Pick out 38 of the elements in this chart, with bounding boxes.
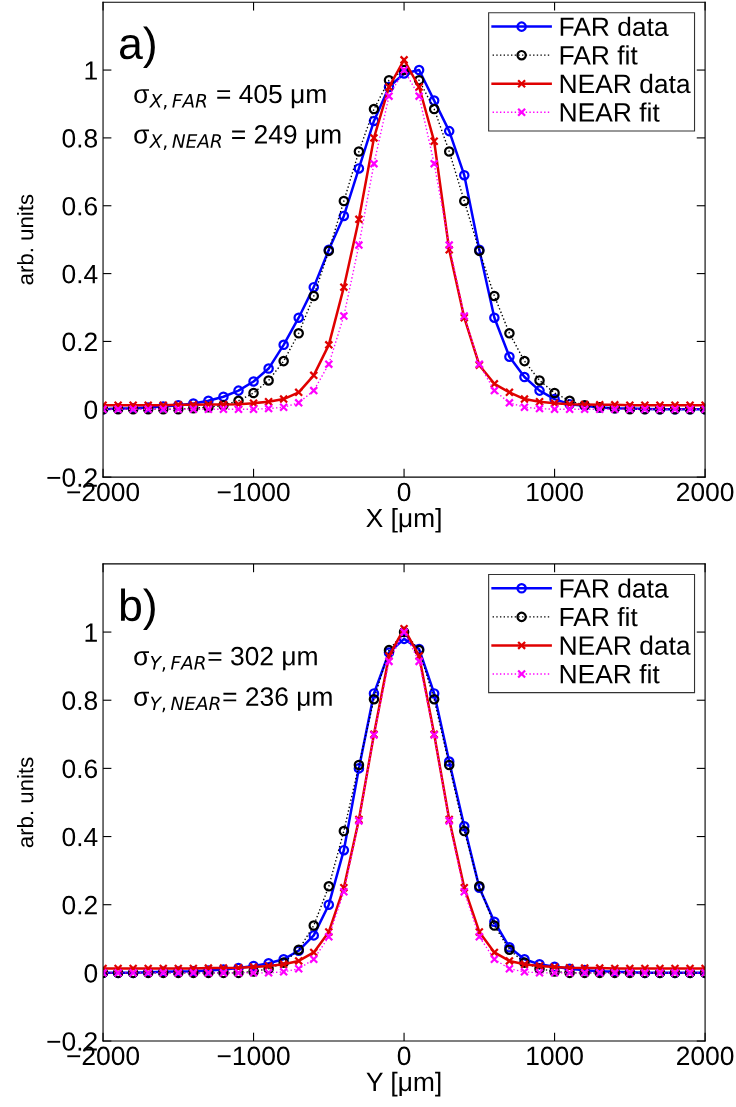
y-tick-label: 0.6 [62,196,98,216]
x-axis-title: Y [μm] [366,1071,441,1097]
y-tick-label: 0.8 [62,691,98,711]
y-tick-label: 0.6 [62,759,98,779]
legend-label: FAR fit [560,606,638,627]
x-tick-label: 2000 [677,1046,734,1066]
y-axis-title: arb. units [17,757,34,848]
x-tick-label: 1000 [527,1046,583,1066]
legend-label: NEAR fit [560,664,660,684]
annotation: σ$_{Y,FAR}$= 302 μm [134,646,317,672]
x-tick-label: −1000 [217,1046,290,1066]
annotation: b) [120,588,155,630]
y-tick-label: 0.2 [62,332,97,352]
legend-label: NEAR data [560,635,691,655]
annotation: σ$_{X,NEAR}$ = 249 μm [134,125,341,150]
x-tick-label: 0 [397,482,411,502]
x-axis-title: X [μm] [366,507,441,533]
y-axis-title: arb. units [17,194,34,285]
x-tick-label: 2000 [677,482,734,502]
y-tick-label: 0.4 [62,264,98,284]
y-tick-label: 0 [84,400,98,420]
legend-label: FAR data [560,578,669,598]
annotation: σ$_{Y,NEAR}$= 236 μm [134,687,332,713]
x-tick-label: 1000 [527,482,583,502]
y-tick-label: 1 [85,623,97,642]
y-tick-label: 0.4 [62,827,98,847]
x-tick-label: −1000 [217,482,290,502]
y-tick-label: 0 [84,964,98,983]
legend-label: NEAR data [560,73,691,94]
annotation: a) [119,26,155,69]
y-tick-label: 0.2 [62,895,97,915]
legend-label: NEAR fit [560,102,660,122]
legend-label: FAR fit [560,45,638,65]
legend-label: FAR data [560,16,669,37]
annotation: σ$_{X,FAR}$ = 405 μm [134,84,326,110]
y-tick-label: 0.8 [62,129,98,148]
x-tick-label: 0 [397,1046,411,1066]
y-tick-label: 1 [85,61,97,80]
